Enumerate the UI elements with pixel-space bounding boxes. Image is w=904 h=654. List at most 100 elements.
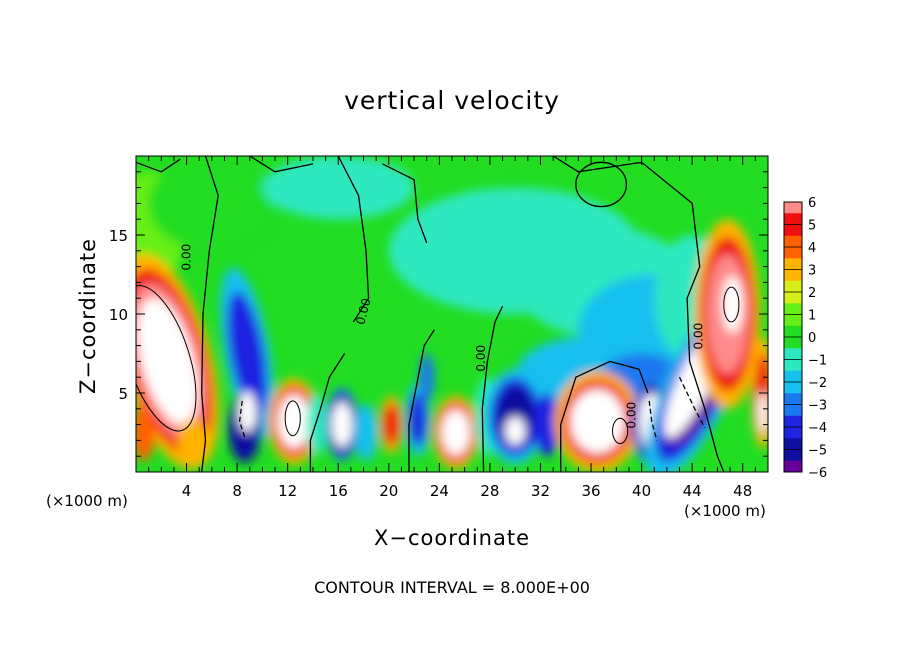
colorbar-band--4_5	[784, 438, 802, 450]
field-cell-12-level-1	[227, 291, 267, 416]
colorbar-band-0	[784, 337, 802, 349]
field-cell-1-level-0	[148, 156, 276, 251]
contour-label-3: 0.00	[691, 323, 705, 350]
negative-contour-8	[238, 400, 246, 438]
positive-contour-38	[612, 417, 629, 445]
colorbar-label-11: −5	[808, 444, 827, 459]
colorbar-label-0: 6	[808, 196, 816, 211]
colorbar-band-2	[784, 292, 802, 304]
field-cell-18-level-0	[354, 404, 378, 461]
colorbar-band-2_5	[784, 280, 802, 293]
zero-contour-right	[552, 156, 725, 472]
zero-contour-right-b	[560, 360, 649, 472]
colorbar-band-6	[784, 202, 802, 214]
y-tick-label-5: 5	[118, 385, 128, 403]
colorbar-band--3_5	[784, 415, 802, 428]
field-cell-34-level-0	[757, 391, 768, 433]
colorbar-band-5	[784, 224, 802, 237]
zero-contour-top-a	[249, 156, 314, 173]
x-tick-label-12: 12	[278, 482, 297, 500]
colorbar-label-9: −3	[808, 399, 827, 414]
colorbar-band--3	[784, 404, 802, 417]
x-tick-label-16: 16	[329, 482, 348, 500]
x-tick-label-8: 8	[232, 482, 242, 500]
colorbar: 6 5 4 3 2 1 0 −1 −2 −3 −4 −5 −6	[783, 196, 827, 481]
field-cell-32-level-0	[722, 276, 743, 333]
positive-contour-12	[284, 400, 301, 437]
colorbar-band--0_5	[784, 348, 802, 360]
field-cell-19-level-1	[383, 403, 400, 446]
colorbar-band-0_5	[784, 325, 802, 338]
field-cell-21-level-0	[419, 353, 435, 401]
colorbar-label-6: 0	[808, 331, 816, 346]
contour-label-4: 0.00	[624, 402, 638, 429]
x-tick-label-44: 44	[683, 482, 702, 500]
zero-contour-center-a	[309, 353, 346, 472]
colorbar-band--1_5	[784, 370, 802, 383]
colorbar-band-5_5	[784, 213, 802, 225]
field-cell-25-level-0	[505, 416, 526, 446]
colorbar-label-12: −6	[808, 466, 827, 481]
zero-contour-center-b	[408, 329, 435, 472]
field-cell-9-level-3	[137, 298, 198, 425]
zero-contour-top-left	[136, 158, 181, 173]
field-cell-20-level-1	[408, 393, 428, 447]
x-tick-label-48: 48	[733, 482, 752, 500]
field-cells	[136, 156, 768, 472]
chart-title: vertical velocity	[344, 86, 560, 115]
x-tick-label-40: 40	[632, 482, 651, 500]
x-tick-label-28: 28	[480, 482, 499, 500]
colorbar-band--5	[784, 449, 802, 462]
colorbar-label-2: 4	[808, 241, 816, 256]
x-axis-label: X−coordinate	[374, 526, 530, 550]
colorbar-label-5: 1	[808, 309, 816, 324]
x-tick-label-32: 32	[531, 482, 550, 500]
colorbar-label-1: 5	[808, 219, 816, 234]
zero-contour-mid-b	[382, 163, 428, 244]
y-axis-label: Z−coordinate	[76, 238, 100, 394]
x-unit-label-left: (×1000 m)	[46, 492, 128, 510]
x-tick-label-20: 20	[379, 482, 398, 500]
colorbar-band-1_5	[784, 303, 802, 315]
field-cell-27-level-2	[570, 389, 625, 454]
field-cell-17-level-0	[306, 393, 327, 457]
colorbar-label-4: 2	[808, 286, 816, 301]
contour-label-1: 0.00	[353, 297, 373, 326]
colorbar-label-7: −1	[808, 354, 827, 369]
colorbar-label-8: −2	[808, 376, 827, 391]
x-tick-label-36: 36	[581, 482, 600, 500]
colorbar-band--2_5	[784, 393, 802, 405]
colorbar-label-3: 3	[808, 264, 816, 279]
zero-contour-ring-top	[575, 161, 628, 208]
x-unit-label-right: (×1000 m)	[684, 502, 766, 520]
colorbar-band-3	[784, 269, 802, 282]
x-tick-label-24: 24	[430, 482, 449, 500]
field-cell-14-level-0	[238, 391, 257, 433]
colorbar-band-4	[784, 247, 802, 259]
y-tick-label-10: 10	[109, 306, 128, 324]
field-cell-15-level-2	[277, 394, 311, 449]
x-tick-label-4: 4	[182, 482, 192, 500]
colorbar-band-1	[784, 314, 802, 327]
velocity-field	[136, 156, 768, 472]
contour-label-0: 0.00	[179, 244, 193, 271]
positive-contour-left	[136, 285, 197, 432]
zero-contour-mid-a	[337, 156, 370, 323]
x-axis: 4 8 12 16 20 24 28 32 36 40 44 48	[148, 156, 756, 500]
y-tick-label-15: 15	[109, 227, 128, 245]
contour-label-2: 0.00	[474, 345, 488, 372]
contour-lines: 0.00 0.00 0.00 0.00 0.00	[136, 156, 740, 472]
colorbar-band--5_5	[784, 460, 802, 473]
field-cell-2-level-0	[262, 156, 415, 220]
colorbar-band--4	[784, 427, 802, 439]
zero-contour-left	[201, 156, 219, 472]
field-cell-10-level-0	[136, 404, 155, 461]
colorbar-label-10: −4	[808, 421, 827, 436]
field-cell-22-level-2	[441, 409, 471, 456]
contour-interval-note: CONTOUR INTERVAL = 8.000E+00	[314, 578, 590, 597]
negative-contour-right	[678, 376, 706, 429]
zero-contour-center-c	[481, 305, 504, 472]
y-axis: 5 10 15	[109, 171, 768, 457]
